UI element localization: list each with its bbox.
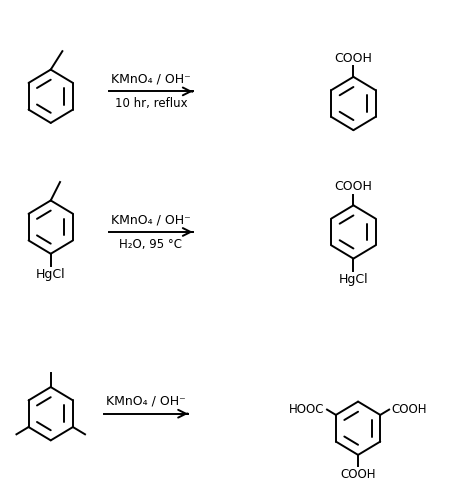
Text: 10 hr, reflux: 10 hr, reflux <box>115 97 187 110</box>
Text: COOH: COOH <box>335 52 373 65</box>
Text: KMnO₄ / OH⁻: KMnO₄ / OH⁻ <box>111 213 191 226</box>
Text: HOOC: HOOC <box>289 403 325 416</box>
Text: KMnO₄ / OH⁻: KMnO₄ / OH⁻ <box>111 72 191 86</box>
Text: HgCl: HgCl <box>36 268 65 282</box>
Text: KMnO₄ / OH⁻: KMnO₄ / OH⁻ <box>106 395 186 408</box>
Text: HgCl: HgCl <box>338 273 368 286</box>
Text: COOH: COOH <box>392 403 427 416</box>
Text: H₂O, 95 °C: H₂O, 95 °C <box>119 238 182 251</box>
Text: COOH: COOH <box>340 468 376 481</box>
Text: COOH: COOH <box>335 180 373 193</box>
